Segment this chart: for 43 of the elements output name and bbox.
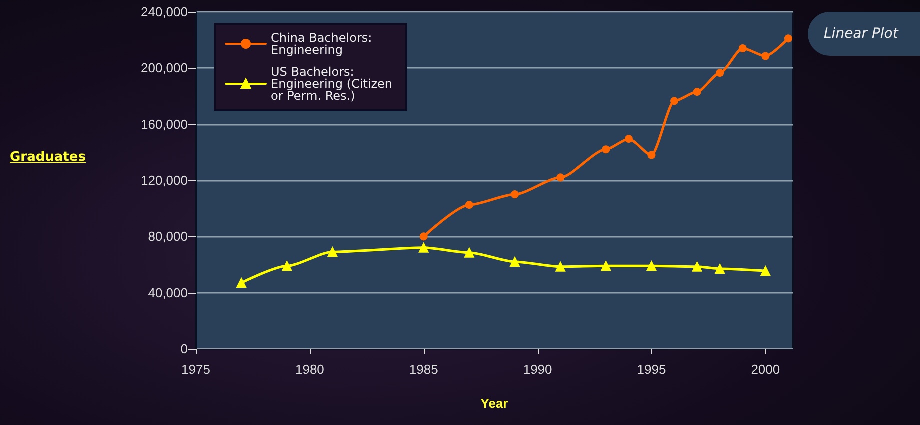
point (236, 278, 247, 288)
y-tick-label: 240,000 (141, 4, 188, 20)
point (646, 261, 657, 272)
point (670, 97, 679, 106)
point (716, 69, 724, 78)
y-tick-label: 200,000 (141, 60, 188, 76)
x-tick-label: 1995 (637, 362, 666, 377)
legend-label: China Bachelors: Engineering (271, 31, 376, 57)
point (760, 266, 771, 276)
point (328, 247, 338, 258)
y-tick-label: 160,000 (141, 116, 188, 132)
y-tick-label: 120,000 (141, 173, 188, 188)
point (420, 232, 428, 241)
x-tick-label: 1985 (409, 362, 438, 377)
point (648, 151, 656, 160)
point (715, 264, 726, 274)
x-tick-label: 1975 (182, 362, 210, 377)
y-axis-title: Graduates (10, 150, 86, 165)
point (784, 34, 792, 43)
x-tick-label: 2000 (751, 362, 780, 377)
point (556, 262, 566, 272)
point (510, 256, 520, 267)
point (624, 135, 633, 144)
text: Linear Plot (808, 12, 920, 56)
point (511, 190, 520, 199)
y-tick-label: 0 (180, 342, 188, 356)
x-tick-label: 1980 (295, 362, 324, 377)
y-tick-label: 80,000 (148, 229, 188, 244)
x-tick-label: 1990 (523, 362, 552, 377)
point (738, 44, 747, 53)
point (418, 242, 429, 253)
point (602, 146, 610, 154)
point (556, 174, 565, 182)
legend-label: US Bachelors: Engineering (Citizen or Perm. Res.) (271, 65, 396, 103)
point (464, 248, 474, 258)
point (692, 262, 702, 272)
point (282, 261, 292, 272)
y-tick-label: 40,000 (148, 285, 188, 300)
point (762, 52, 770, 60)
point (465, 201, 474, 210)
point (693, 88, 702, 96)
x-axis-title: Year (480, 396, 508, 411)
point (601, 261, 612, 272)
